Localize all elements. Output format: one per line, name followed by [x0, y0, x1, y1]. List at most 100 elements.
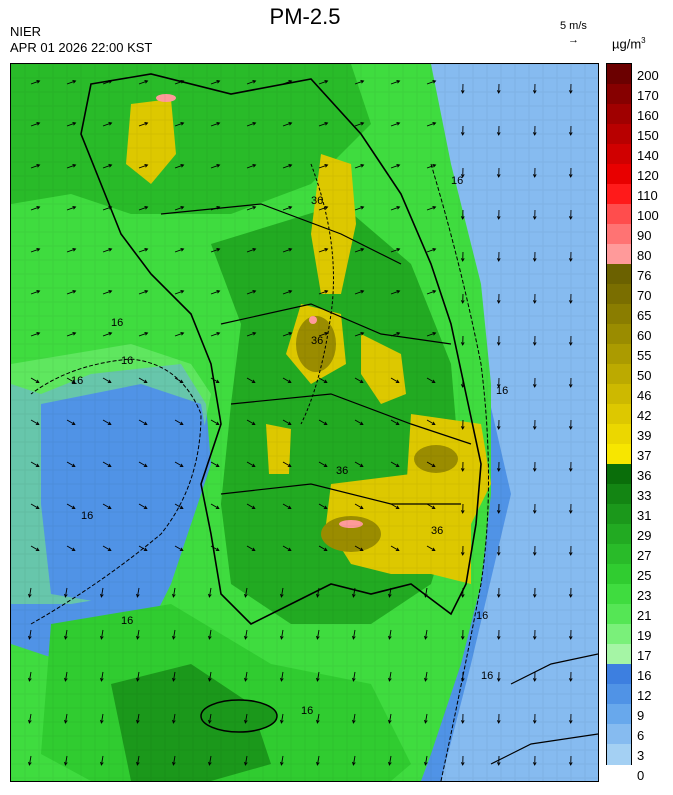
wind-arrow-head: [180, 332, 185, 336]
wind-arrow: [66, 290, 76, 295]
wind-arrow-head: [388, 719, 392, 724]
colorbar-cell: [607, 284, 631, 305]
wind-arrow-head: [244, 719, 248, 724]
wind-arrow-head: [396, 290, 401, 294]
contour-label: 16: [451, 175, 463, 187]
wind-arrow-head: [215, 505, 220, 509]
wind-arrow: [426, 290, 436, 295]
wind-arrow-head: [180, 122, 185, 126]
wind-arrow: [318, 80, 328, 85]
wind-arrow-head: [172, 761, 176, 766]
wind-arrow-head: [107, 505, 112, 509]
wind-arrow: [208, 713, 212, 723]
wind-arrow-head: [568, 762, 573, 766]
wind-arrow-head: [323, 505, 328, 509]
wind-arrow: [424, 587, 428, 597]
contour-label: 16: [301, 705, 313, 717]
wind-arrow: [66, 332, 76, 337]
wind-arrow-head: [136, 761, 140, 766]
wind-arrow-head: [64, 719, 68, 724]
wind-arrow-head: [216, 206, 221, 210]
contour-label: 16: [111, 317, 123, 329]
wind-arrow-head: [72, 290, 77, 294]
contour-label: 16: [121, 355, 133, 367]
wind-arrow-head: [396, 206, 401, 210]
colorbar-tick-label: 65: [637, 308, 652, 323]
wind-arrow: [174, 461, 184, 467]
wind-arrow-head: [359, 421, 364, 425]
wind-arrow-head: [172, 677, 176, 682]
wind-arrow-head: [215, 463, 220, 467]
wind-arrow-head: [288, 206, 293, 210]
colorbar-tick-label: 42: [637, 408, 652, 423]
wind-arrow-head: [280, 635, 284, 640]
wind-arrow: [318, 545, 328, 551]
colorbar-cell: [607, 584, 631, 605]
wind-arrow: [28, 587, 32, 597]
wind-arrow: [426, 248, 436, 253]
wind-arrow-head: [280, 719, 284, 724]
wind-arrow: [426, 503, 436, 509]
wind-arrow: [282, 290, 292, 295]
wind-arrow-head: [71, 463, 76, 467]
wind-arrow: [388, 587, 392, 597]
contour-label: 16: [121, 615, 133, 627]
wind-arrow: [316, 713, 320, 723]
wind-arrow-head: [36, 248, 41, 252]
colorbar-tick-label: 160: [637, 108, 659, 123]
wind-arrow-head: [251, 421, 256, 425]
wind-arrow: [30, 461, 40, 467]
wind-arrow: [426, 545, 436, 551]
wind-arrow-head: [496, 342, 501, 346]
wind-arrow: [210, 164, 220, 169]
wind-arrow-head: [431, 379, 436, 383]
wind-arrow: [172, 587, 176, 597]
wind-arrow: [100, 671, 104, 681]
wind-arrow: [246, 545, 256, 551]
wind-arrow: [138, 122, 148, 127]
wind-arrow: [174, 377, 184, 383]
wind-arrow: [246, 377, 256, 383]
contour-label: 16: [481, 670, 493, 682]
wind-arrow-head: [251, 463, 256, 467]
wind-arrow: [102, 206, 112, 211]
map-canvas: 16 16 16 16 16 16 16 16 16 16 36 36 36 36: [11, 64, 598, 781]
wind-arrow-head: [352, 593, 356, 598]
colorbar-tick-label: 33: [637, 488, 652, 503]
wind-arrow: [64, 629, 68, 639]
wind-arrow: [210, 290, 220, 295]
wind-arrow-head: [395, 379, 400, 383]
wind-arrow-head: [496, 216, 501, 220]
wind-arrow-head: [216, 332, 221, 336]
wind-arrow-head: [568, 300, 573, 304]
wind-arrow: [66, 377, 76, 383]
wind-arrow: [282, 503, 292, 509]
wind-arrow-head: [108, 80, 113, 84]
wind-arrow-head: [496, 426, 501, 430]
wind-arrow: [388, 671, 392, 681]
wind-arrow-head: [424, 635, 428, 640]
wind-arrow-head: [568, 90, 573, 94]
colorbar-cell: [607, 184, 631, 205]
wind-arrow-head: [108, 332, 113, 336]
wind-arrow-head: [396, 164, 401, 168]
wind-arrow: [208, 671, 212, 681]
wind-arrow: [246, 503, 256, 509]
wind-arrow-head: [532, 300, 537, 304]
wind-arrow-head: [496, 678, 501, 682]
wind-arrow: [210, 122, 220, 127]
wind-arrow-head: [136, 677, 140, 682]
wind-arrow-head: [28, 593, 32, 598]
wind-arrow: [354, 80, 364, 85]
wind-arrow: [352, 671, 356, 681]
wind-arrow-head: [143, 421, 148, 425]
wind-arrow-head: [532, 258, 537, 262]
wind-arrow-head: [460, 720, 465, 724]
colorbar-tick-label: 50: [637, 368, 652, 383]
wind-arrow-head: [460, 552, 465, 556]
colorbar-cell: [607, 744, 631, 765]
wind-arrow-head: [460, 174, 465, 178]
wind-arrow-head: [180, 164, 185, 168]
wind-arrow-head: [71, 379, 76, 383]
wind-arrow: [172, 755, 176, 765]
